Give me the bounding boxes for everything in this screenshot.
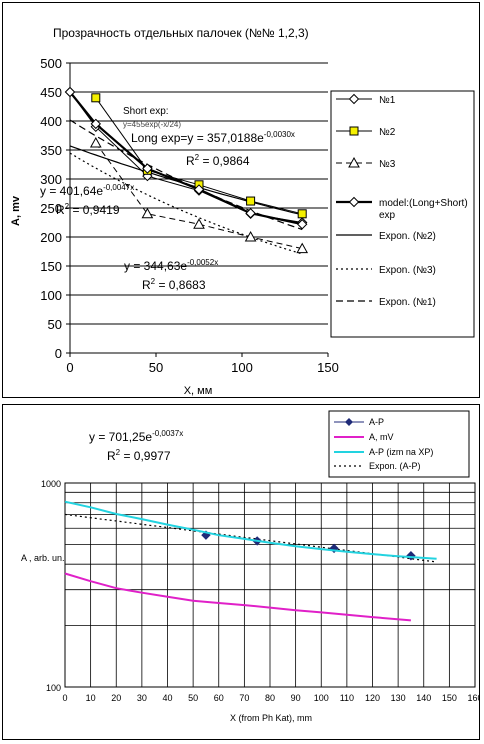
tick-label-y-2: 100 xyxy=(40,288,62,303)
tick-label-x2-10: 100 xyxy=(314,693,329,703)
series-2-point-3 xyxy=(244,230,257,242)
tick-label-x2-12: 120 xyxy=(365,693,380,703)
annotation-short-exp: Short exp: xyxy=(123,106,169,117)
y-axis-label-2: A , arb. un. xyxy=(21,553,65,563)
annotation-fit-ap: y = 701,25e-0,0037x xyxy=(89,429,183,444)
series-1-point-3 xyxy=(246,196,256,206)
tick-label-x2-6: 60 xyxy=(214,693,224,703)
tick-label-y-1: 50 xyxy=(48,317,62,332)
annotation-long-exp-text: Long exp=y = 357,0188e xyxy=(131,131,264,145)
tick-label-x2-7: 70 xyxy=(239,693,249,703)
series2-line-1 xyxy=(64,572,411,622)
tick-label-x-3: 150 xyxy=(317,360,339,375)
legend-label-4: Expon. (№2) xyxy=(379,231,436,242)
tick-label-y-8: 400 xyxy=(40,114,62,129)
series-1-point-4 xyxy=(297,209,307,219)
chart-transparency: Прозрачность отдельных палочек (№№ 1,2,3… xyxy=(10,26,475,397)
series2-line-2 xyxy=(64,500,437,560)
tick-label-x2-2: 20 xyxy=(111,693,121,703)
tick-label-x-2: 100 xyxy=(231,360,253,375)
annotation-fit3-r2: R2 = 0,8683 xyxy=(142,277,206,292)
legend2-label-3: Expon. (A-P) xyxy=(369,461,421,471)
x-axis-label: X, мм xyxy=(184,385,213,397)
tick-label-x-0: 0 xyxy=(66,360,73,375)
tick-label-y2-0: 100 xyxy=(46,683,61,693)
legend-label-0: №1 xyxy=(379,95,396,106)
tick-label-x2-3: 30 xyxy=(137,693,147,703)
series-2-point-0 xyxy=(89,137,102,148)
tick-label-y-0: 0 xyxy=(55,346,62,361)
annotation-fit1-r2: R2 = 0,9419 xyxy=(56,202,120,217)
fit-line-1 xyxy=(69,152,303,255)
tick-label-x2-13: 130 xyxy=(391,693,406,703)
tick-label-y2-1: 1000 xyxy=(41,479,61,489)
series-3-point-5 xyxy=(296,219,308,230)
tick-label-y-5: 250 xyxy=(40,201,62,216)
x-axis-label-2: X (from Ph Kat), mm xyxy=(230,713,312,723)
tick-label-x2-0: 0 xyxy=(62,693,67,703)
legend-label-3: model:(Long+Short) exp xyxy=(379,198,468,221)
series-3-point-3 xyxy=(193,184,205,195)
tick-label-x2-15: 150 xyxy=(442,693,457,703)
chart-panel-transparency: Прозрачность отдельных палочек (№№ 1,2,3… xyxy=(2,2,480,398)
annotation-short-exp-formula: y=455exp(-x/24) xyxy=(123,120,181,129)
annotation-long-exp-sup: -0,0030x xyxy=(264,130,295,139)
series-3-point-1 xyxy=(90,118,102,130)
annotation-fit1: y = 401,64e-0,0047x xyxy=(40,183,134,198)
series-3-point-0 xyxy=(64,86,76,98)
chart-ap: 0 10 20 30 40 50 60 70 80 90 100 110 120 130 140 150 160… xyxy=(21,410,479,723)
tick-label-x2-9: 90 xyxy=(291,693,301,703)
legend2-label-0: A-P xyxy=(369,417,384,427)
tick-label-y-6: 300 xyxy=(40,172,62,187)
legend-label-1: №2 xyxy=(379,127,396,138)
series-1-point-0 xyxy=(91,93,101,103)
legend-marker-2 xyxy=(348,156,360,168)
legend2-label-2: A-P (izm na XP) xyxy=(369,447,433,457)
tick-label-y-9: 450 xyxy=(40,85,62,100)
chart-title: Прозрачность отдельных палочек (№№ 1,2,3… xyxy=(53,26,309,40)
annotation-long-exp: Long exp=y = 357,0188e-0,0030x xyxy=(131,130,295,145)
tick-label-x2-14: 140 xyxy=(416,693,431,703)
legend-marker-3 xyxy=(348,196,360,208)
tick-label-x-1: 50 xyxy=(149,360,163,375)
tick-label-x2-5: 50 xyxy=(188,693,198,703)
annotation-r2-long: R2 = 0,9864 xyxy=(186,153,250,168)
legend-marker-1 xyxy=(349,126,359,136)
legend-label-2: №3 xyxy=(379,159,396,170)
series-3-point-4 xyxy=(245,208,256,219)
tick-label-x2-1: 10 xyxy=(86,693,96,703)
chart-panel-ap: 0 10 20 30 40 50 60 70 80 90 100 110 120 130 140 150 160… xyxy=(2,404,480,740)
y-axis-label: A, mv xyxy=(10,195,22,226)
tick-label-y-7: 350 xyxy=(40,143,62,158)
legend-marker-0 xyxy=(348,93,360,105)
series-line-3 xyxy=(69,91,303,226)
tick-label-y-10: 500 xyxy=(40,56,62,71)
annotation-fit-ap-r2: R2 = 0,9977 xyxy=(107,448,171,463)
series-2-point-1 xyxy=(141,207,154,219)
tick-label-x2-8: 80 xyxy=(265,693,275,703)
annotation-fit3: y = 344,63e-0,0052x xyxy=(124,258,218,273)
tick-label-x2-4: 40 xyxy=(162,693,172,703)
tick-label-x2-11: 110 xyxy=(340,693,354,703)
legend-label-5: Expon. (№3) xyxy=(379,265,436,276)
series-2-point-4 xyxy=(296,242,309,254)
legend2-label-1: A, mV xyxy=(369,432,394,442)
legend-label-6: Expon. (№1) xyxy=(379,297,436,308)
series-2-point-2 xyxy=(193,218,205,229)
tick-label-y-4: 200 xyxy=(40,230,62,245)
series-3-point-2 xyxy=(142,163,153,174)
tick-label-x2-16: 160 xyxy=(467,693,479,703)
legend2-marker-0 xyxy=(345,418,353,426)
tick-label-y-3: 150 xyxy=(40,259,62,274)
